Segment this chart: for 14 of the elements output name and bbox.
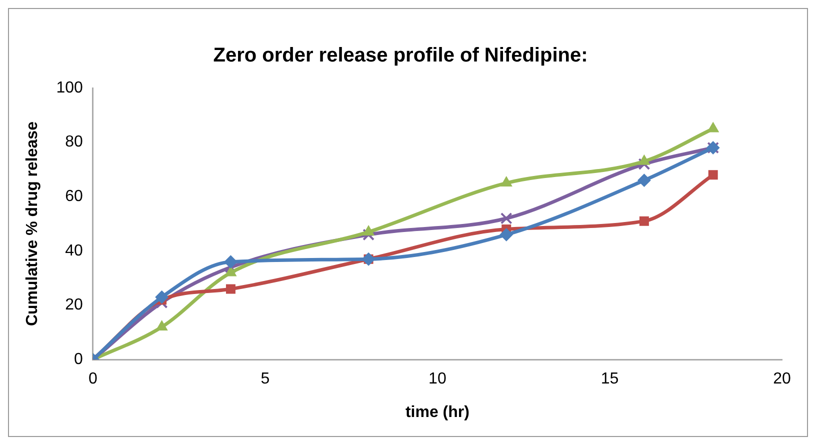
y-axis-title: Cumulative % drug release — [24, 121, 42, 326]
y-tick-label: 100 — [56, 79, 83, 96]
y-tick-label: 80 — [65, 134, 83, 151]
x-axis-title: time (hr) — [405, 404, 470, 421]
x-tick-label: 0 — [88, 370, 98, 388]
x-tick-label: 15 — [600, 370, 619, 388]
chart-title: Zero order release profile of Nifedipine: — [213, 44, 588, 67]
y-tick-label: 20 — [65, 296, 83, 314]
y-tick-label: 40 — [65, 242, 83, 260]
x-tick-label: 10 — [428, 370, 446, 388]
y-tick-label: 0 — [74, 351, 83, 368]
x-tick-label: 20 — [773, 370, 791, 388]
x-tick-label: 5 — [260, 370, 270, 388]
y-tick-label: 60 — [65, 188, 83, 206]
